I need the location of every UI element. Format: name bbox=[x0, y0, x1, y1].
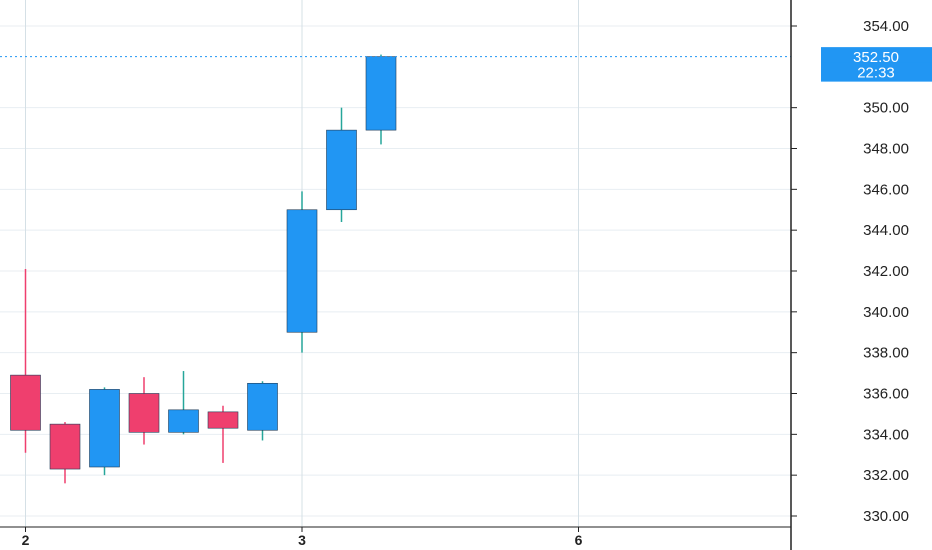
countdown-label: 22:33 bbox=[857, 65, 895, 82]
candle-down[interactable] bbox=[10, 268, 41, 453]
price-tick-label: 346.00 bbox=[863, 181, 909, 198]
candle-body bbox=[128, 393, 160, 433]
candle-up[interactable] bbox=[286, 191, 318, 353]
price-tick-label: 332.00 bbox=[863, 467, 909, 484]
candle-body bbox=[89, 389, 120, 468]
candle-up[interactable] bbox=[247, 381, 278, 441]
price-tick-label: 350.00 bbox=[863, 100, 909, 117]
price-tick-label: 336.00 bbox=[863, 386, 909, 403]
candle-up[interactable] bbox=[89, 387, 120, 476]
candles bbox=[10, 54, 397, 484]
price-tick-label: 338.00 bbox=[863, 345, 909, 362]
price-tick-label: 334.00 bbox=[863, 426, 909, 443]
price-tick-label: 330.00 bbox=[863, 508, 909, 525]
candle-body bbox=[10, 374, 41, 431]
candle-up[interactable] bbox=[365, 54, 397, 145]
candle-down[interactable] bbox=[128, 377, 160, 445]
price-tick-label: 344.00 bbox=[863, 222, 909, 239]
candle-up[interactable] bbox=[326, 107, 357, 222]
candle-body bbox=[365, 56, 397, 131]
candle-down[interactable] bbox=[49, 422, 81, 484]
last-price-badge bbox=[821, 47, 932, 67]
candle-up[interactable] bbox=[168, 371, 199, 435]
price-tick-label: 348.00 bbox=[863, 141, 909, 158]
time-tick-label: 6 bbox=[575, 532, 583, 548]
price-tick-label: 340.00 bbox=[863, 304, 909, 321]
candle-body bbox=[207, 411, 239, 429]
price-badges: 352.50 22:33 bbox=[821, 47, 932, 82]
time-tick-label: 2 bbox=[22, 532, 30, 548]
time-tick-label: 3 bbox=[298, 532, 306, 548]
price-axis[interactable]: 354.00 350.00 348.00 346.00 344.00 342.00 340.… bbox=[790, 0, 909, 550]
time-axis[interactable]: 2 3 6 bbox=[0, 526, 791, 548]
price-tick-label: 342.00 bbox=[863, 263, 909, 280]
candle-body bbox=[49, 423, 81, 470]
countdown-badge bbox=[821, 62, 932, 82]
candle-body bbox=[168, 409, 199, 433]
candle-body bbox=[247, 382, 278, 431]
candle-body bbox=[326, 129, 357, 211]
candle-down[interactable] bbox=[207, 405, 239, 463]
candle-body bbox=[286, 209, 318, 333]
price-tick-label: 354.00 bbox=[863, 18, 909, 35]
last-price-label: 352.50 bbox=[853, 49, 899, 66]
